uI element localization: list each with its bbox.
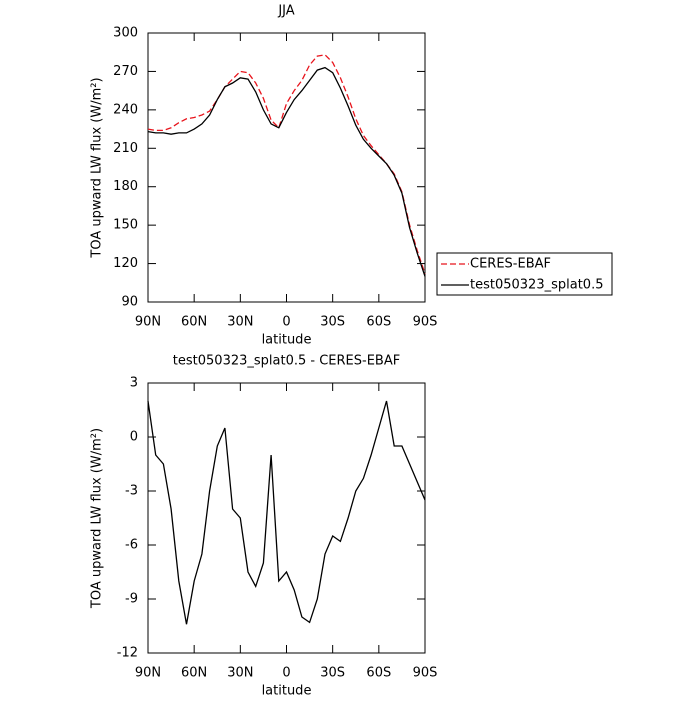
x-tick-label: 0 <box>282 315 290 330</box>
x-tick-label: 90S <box>413 315 438 330</box>
x-tick-label: 90N <box>135 315 161 330</box>
x-tick-label: 30S <box>320 666 345 681</box>
data-line <box>147 54 426 275</box>
y-tick-label: 300 <box>113 26 138 41</box>
chart-title: test050323_splat0.5 - CERES-EBAF <box>173 354 400 369</box>
y-tick-label: 120 <box>113 256 138 271</box>
plot-frame <box>147 382 426 654</box>
y-tick-label: 90 <box>121 295 138 310</box>
x-tick-label: 30S <box>320 315 345 330</box>
x-tick-label: 90N <box>135 666 161 681</box>
legend-label: CERES-EBAF <box>470 257 551 272</box>
legend-box <box>436 252 613 296</box>
y-tick-label: 270 <box>113 64 138 79</box>
x-tick-label: 30N <box>227 315 253 330</box>
y-axis-label: TOA upward LW flux (W/m²) <box>90 77 105 258</box>
x-axis-label: latitude <box>262 333 312 348</box>
x-tick-label: 0 <box>282 666 290 681</box>
x-tick-label: 60N <box>181 315 207 330</box>
y-tick-label: -6 <box>125 538 138 553</box>
y-tick-label: -3 <box>125 484 138 499</box>
y-tick-label: 180 <box>113 179 138 194</box>
y-axis-label: TOA upward LW flux (W/m²) <box>90 428 105 609</box>
x-tick-label: 60S <box>366 666 391 681</box>
x-tick-label: 90S <box>413 666 438 681</box>
chart-title: JJA <box>277 4 294 19</box>
y-tick-label: 240 <box>113 102 138 117</box>
data-line <box>147 400 426 625</box>
x-tick-label: 60N <box>181 666 207 681</box>
legend-label: test050323_splat0.5 <box>470 278 603 293</box>
y-tick-label: -9 <box>125 592 138 607</box>
plot-frame <box>147 32 426 303</box>
y-tick-label: 3 <box>130 376 138 391</box>
x-tick-label: 60S <box>366 315 391 330</box>
y-tick-label: 210 <box>113 141 138 156</box>
data-line <box>147 66 426 277</box>
y-tick-label: -12 <box>117 646 138 661</box>
y-tick-label: 0 <box>130 430 138 445</box>
x-axis-label: latitude <box>262 684 312 699</box>
y-tick-label: 150 <box>113 218 138 233</box>
x-tick-label: 30N <box>227 666 253 681</box>
